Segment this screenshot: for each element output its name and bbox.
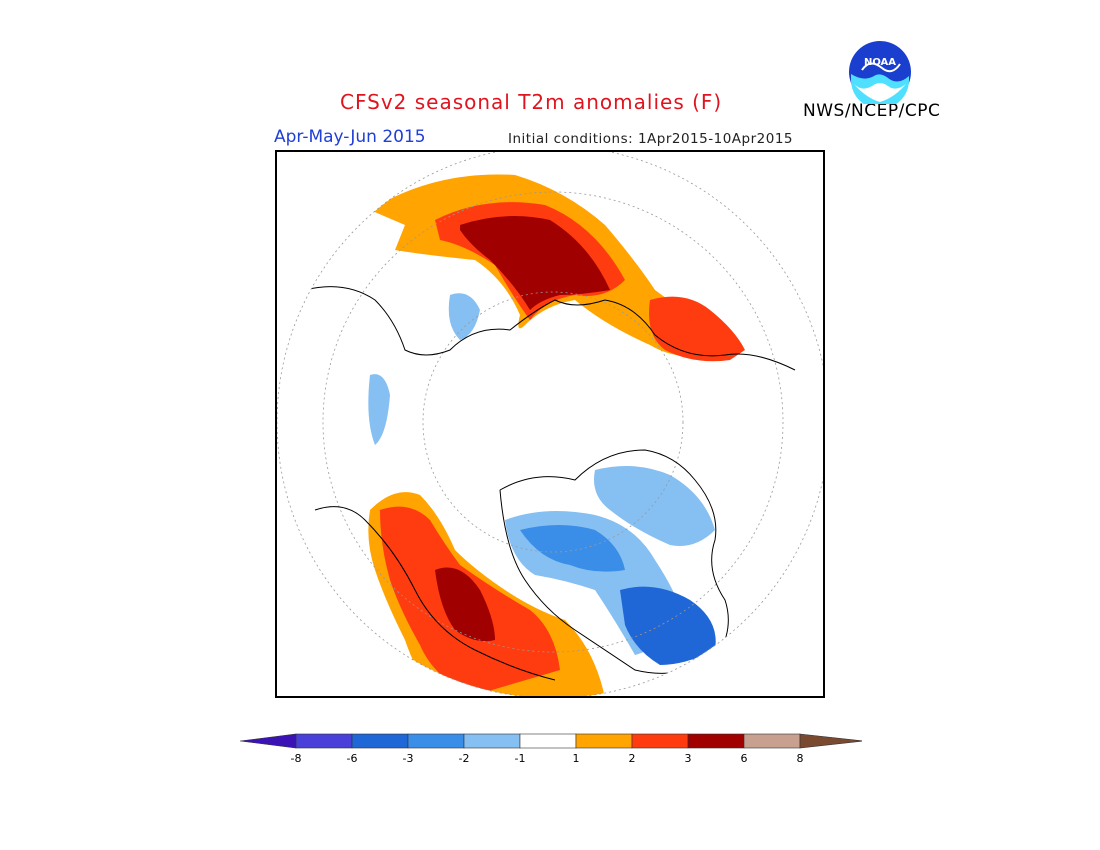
anomaly-region-atlantic-cool	[368, 374, 390, 445]
noaa-logo-icon: NOAA	[849, 41, 911, 104]
colorbar-tick-label: 8	[797, 752, 804, 765]
colorbar-tick-label: -6	[347, 752, 358, 765]
colorbar: -8 -6 -3 -2 -1 1 2 3 6 8	[239, 733, 862, 765]
anomaly-region-siberia-cool	[448, 293, 480, 340]
colorbar-swatch	[743, 733, 801, 749]
coastline-europe	[314, 506, 556, 681]
colorbar-swatch	[351, 733, 409, 749]
colorbar-tick-label: -3	[403, 752, 414, 765]
anomaly-region-canada-cold	[520, 525, 625, 572]
colorbar-swatch	[687, 733, 745, 749]
chart-title: CFSv2 seasonal T2m anomalies (F)	[340, 90, 723, 114]
coastline-north-america	[499, 449, 729, 674]
colorbar-tick-label: 6	[741, 752, 748, 765]
colorbar-swatch	[295, 733, 353, 749]
anomaly-region-greenland-cool	[594, 466, 715, 546]
initial-conditions-label: Initial conditions: 1Apr2015-10Apr2015	[508, 131, 793, 147]
coastline-eurasia	[304, 286, 796, 371]
season-label: Apr-May-Jun 2015	[274, 127, 426, 147]
colorbar-tick-label: -8	[291, 752, 302, 765]
colorbar-tick-label: 1	[573, 752, 580, 765]
colorbar-swatch	[575, 733, 633, 749]
agency-label: NWS/NCEP/CPC	[803, 101, 941, 121]
colorbar-tick-label: 2	[629, 752, 636, 765]
colorbar-swatch	[631, 733, 689, 749]
anomaly-region-europe-very-hot	[435, 567, 495, 642]
colorbar-arrow-low	[239, 733, 297, 749]
colorbar-swatch	[463, 733, 521, 749]
colorbar-tick-label: -2	[459, 752, 470, 765]
colorbar-arrow-high	[799, 733, 862, 749]
anomaly-region-us-cold	[620, 586, 716, 665]
polar-map	[275, 150, 825, 698]
colorbar-swatch	[407, 733, 465, 749]
colorbar-swatch	[519, 733, 577, 749]
anomaly-region-asia-very-hot	[460, 216, 610, 310]
anomaly-region-east-warm	[649, 296, 745, 362]
colorbar-tick-label: 3	[685, 752, 692, 765]
colorbar-tick-label: -1	[515, 752, 526, 765]
noaa-logo-text: NOAA	[864, 57, 896, 68]
